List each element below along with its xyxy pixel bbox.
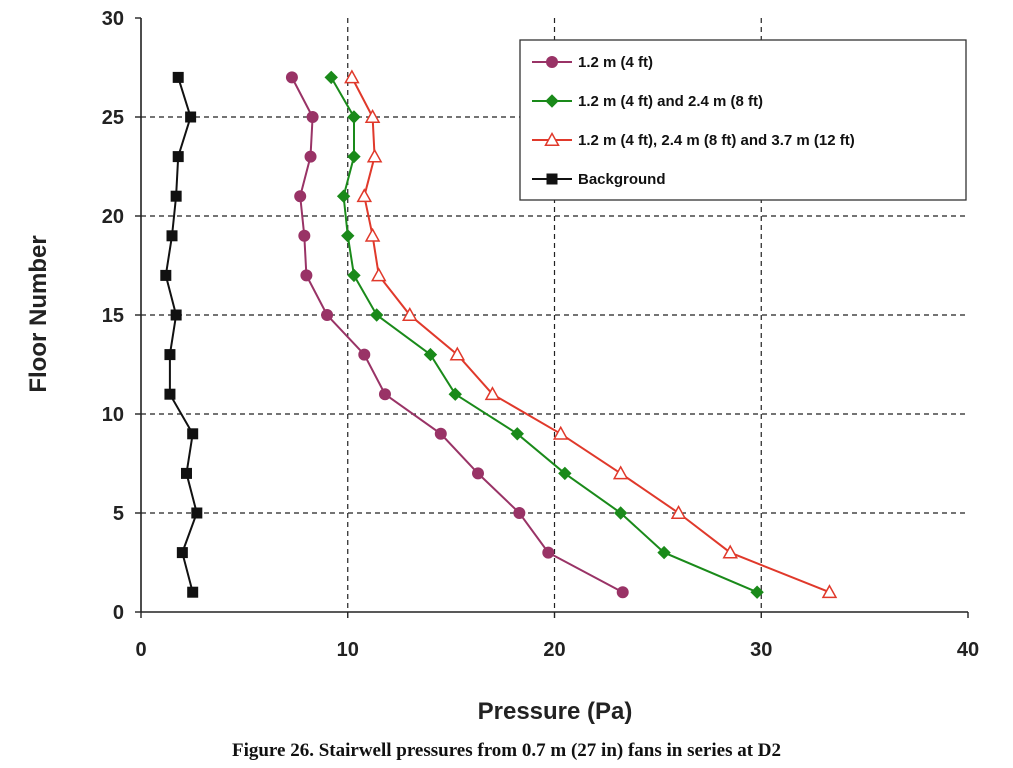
data-point	[160, 269, 172, 281]
data-point	[164, 388, 176, 400]
data-point	[187, 428, 199, 440]
data-point	[300, 269, 313, 282]
data-point	[358, 348, 371, 361]
data-point	[552, 425, 569, 440]
data-point	[294, 190, 307, 203]
data-point	[370, 267, 387, 282]
data-point	[369, 308, 384, 322]
data-point	[612, 465, 629, 480]
data-point	[187, 586, 199, 598]
data-point	[613, 506, 628, 520]
data-point	[304, 150, 317, 163]
y-tick-label: 30	[102, 8, 124, 30]
legend-item-1: 1.2 m (4 ft) and 2.4 m (8 ft)	[532, 93, 763, 110]
data-point	[285, 71, 298, 84]
data-point	[170, 309, 182, 321]
data-point	[750, 585, 764, 599]
data-point	[434, 427, 447, 440]
data-point	[366, 148, 383, 163]
series-line	[351, 76, 830, 594]
data-point	[185, 111, 197, 123]
legend-item-0: 1.2 m (4 ft)	[532, 54, 653, 71]
legend-marker	[546, 173, 558, 185]
data-point	[324, 70, 338, 85]
data-point	[364, 227, 381, 242]
x-tick-label: 40	[957, 639, 979, 661]
series-line	[291, 76, 624, 594]
series-0	[285, 71, 629, 599]
series-2	[344, 69, 838, 599]
data-point	[364, 108, 381, 123]
data-point	[164, 349, 176, 361]
y-tick-label: 10	[102, 404, 124, 426]
data-point	[402, 306, 418, 321]
data-point	[423, 347, 438, 362]
data-point	[170, 190, 182, 202]
data-point	[172, 71, 184, 83]
data-point	[298, 229, 311, 242]
data-point	[616, 586, 629, 599]
data-point	[722, 544, 739, 559]
data-point	[449, 346, 466, 361]
legend-label: 1.2 m (4 ft) and 2.4 m (8 ft)	[578, 93, 763, 110]
x-tick-label: 20	[543, 639, 565, 661]
x-tick-label: 30	[750, 639, 772, 661]
data-point	[341, 229, 355, 243]
data-point	[378, 388, 391, 401]
data-point	[821, 584, 838, 599]
y-tick-label: 25	[102, 107, 124, 129]
data-point	[180, 467, 192, 479]
legend: 1.2 m (4 ft) 1.2 m (4 ft) and 2.4 m (8 ft…	[519, 39, 967, 201]
y-axis-title: Floor Number	[25, 235, 52, 392]
y-tick-label: 5	[113, 503, 124, 525]
data-point	[347, 110, 361, 124]
data-point	[542, 546, 555, 559]
data-point	[356, 188, 373, 203]
y-tick-label: 0	[113, 602, 124, 624]
x-tick-label: 0	[135, 639, 146, 661]
data-point	[172, 151, 184, 163]
series-line	[330, 76, 758, 594]
data-point	[472, 467, 485, 480]
legend-label: 1.2 m (4 ft), 2.4 m (8 ft) and 3.7 m (12…	[578, 132, 855, 149]
data-point	[336, 189, 351, 203]
legend-marker	[546, 56, 558, 68]
data-point	[657, 545, 671, 560]
data-point	[306, 111, 319, 123]
data-point	[347, 268, 361, 283]
y-tick-label: 15	[102, 305, 124, 327]
series-layer	[160, 69, 838, 599]
legend-item-3: Background	[532, 171, 666, 188]
series-1	[324, 70, 764, 599]
data-point	[191, 507, 203, 519]
data-point	[176, 547, 188, 559]
legend-marker	[545, 94, 559, 108]
data-point	[484, 386, 501, 401]
y-tick-label: 20	[102, 206, 124, 228]
legend-box	[519, 39, 967, 201]
legend-item-2: 1.2 m (4 ft), 2.4 m (8 ft) and 3.7 m (12…	[532, 131, 855, 149]
axes: Pressure (Pa) Floor Number 0 10 20 30 40 0 5 10…	[25, 8, 979, 725]
data-point	[448, 387, 462, 401]
data-point	[513, 507, 526, 519]
data-point	[344, 69, 360, 84]
figure-caption: Figure 26. Stairwell pressures from 0.7 …	[231, 740, 782, 761]
data-point	[558, 466, 572, 481]
legend-marker	[544, 131, 560, 146]
series-line	[164, 77, 198, 593]
data-point	[166, 230, 178, 242]
x-axis-title: Pressure (Pa)	[478, 698, 633, 725]
data-point	[510, 427, 524, 441]
legend-label: 1.2 m (4 ft)	[578, 54, 653, 71]
legend-label: Background	[578, 171, 666, 188]
x-tick-label: 10	[337, 639, 359, 661]
data-point	[670, 504, 687, 519]
chart: Pressure (Pa) Floor Number 0 10 20 30 40 0 5 10…	[25, 8, 979, 725]
series-3	[160, 71, 203, 598]
data-point	[321, 309, 334, 321]
data-point	[347, 149, 361, 164]
